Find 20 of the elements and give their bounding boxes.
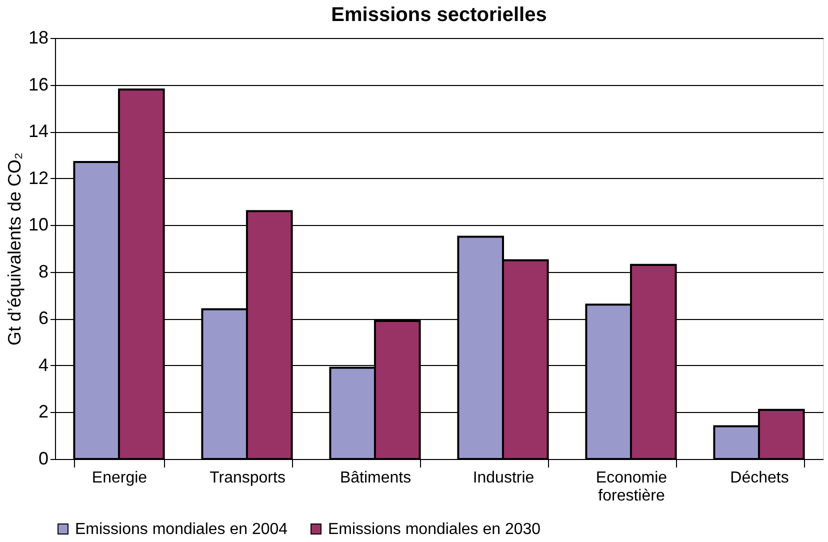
y-tick-label: 6 [38,308,48,328]
x-tick-label: Energie [92,470,148,486]
x-tick-label: Transports [210,470,286,486]
y-tick-label: 0 [38,448,48,468]
x-tick-label: Economie forestière [596,470,668,504]
y-tick-label: 4 [38,354,48,375]
x-tick-label: Industrie [472,470,534,486]
legend-label: Emissions mondiales en 2030 [328,521,541,538]
x-tick-label: Bâtiments [340,470,412,486]
y-tick-label: 12 [28,168,48,188]
y-tick-label: 16 [28,74,48,94]
y-tick-label: 14 [28,121,48,142]
chart-title: Emissions sectorielles [331,4,547,26]
x-tick-label: Déchets [730,470,789,486]
y-tick-label: 18 [28,28,48,48]
y-axis-title: Gt d’équivalents de CO₂ [4,152,24,346]
legend-label: Emissions mondiales en 2004 [75,521,288,538]
y-tick-label: 8 [38,261,48,282]
y-tick-label: 10 [28,214,48,235]
y-tick-label: 2 [38,402,48,422]
